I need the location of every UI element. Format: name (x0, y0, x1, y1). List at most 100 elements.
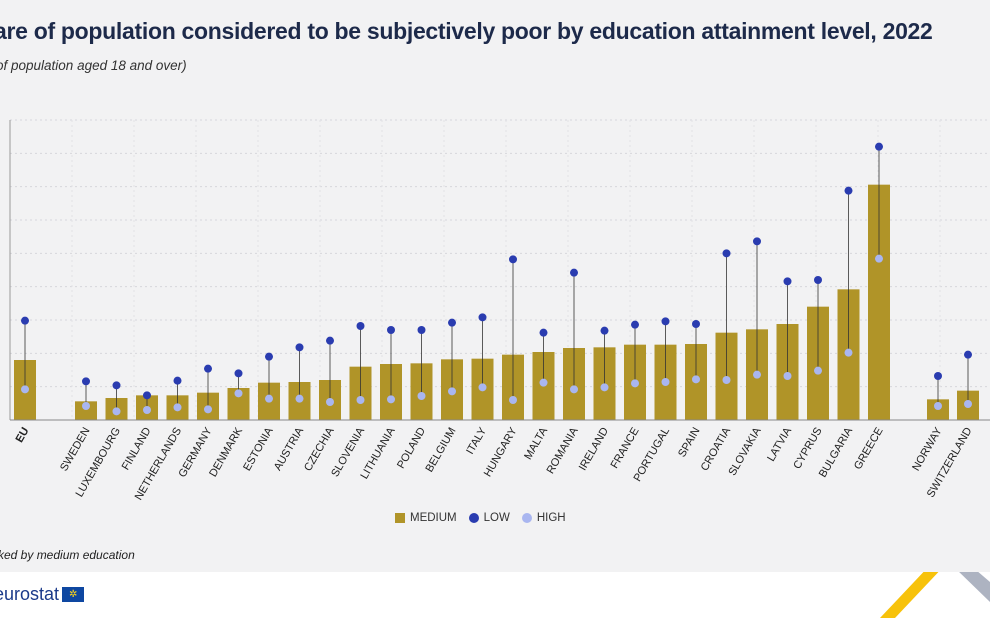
x-tick-label: EU (14, 425, 32, 444)
point-low (509, 255, 517, 264)
legend-swatch-high (521, 513, 532, 523)
point-high (814, 366, 822, 375)
point-high (356, 396, 365, 404)
point-high (143, 406, 151, 414)
point-high (570, 385, 578, 394)
point-low (875, 142, 883, 151)
point-low (387, 326, 395, 334)
x-tick-label: GREECE (852, 426, 886, 472)
x-tick-label: CZECHIA (302, 425, 337, 473)
point-high (539, 378, 548, 387)
eurostat-logo: eurostat ✲ (0, 584, 85, 605)
legend-label-medium: MEDIUM (410, 512, 457, 524)
point-high (661, 378, 670, 386)
x-tick-label: FRANCE (609, 426, 642, 471)
logo-text: eurostat (0, 584, 60, 604)
point-high (173, 403, 182, 412)
chart-title: are of population considered to be subje… (0, 18, 933, 44)
point-high (265, 394, 273, 403)
point-low (478, 313, 487, 322)
point-low (934, 372, 942, 380)
point-high (448, 387, 456, 396)
point-low (204, 364, 212, 373)
point-high (387, 395, 395, 404)
point-high (722, 376, 731, 384)
point-high (234, 389, 243, 398)
bar-medium (75, 401, 97, 420)
x-tick-label: BELGIUM (423, 426, 458, 475)
point-low (448, 318, 456, 327)
legend-swatch-medium (395, 513, 405, 523)
decorative-corner-graphic (880, 572, 990, 618)
x-tick-label: ITALY (464, 425, 489, 457)
point-low (326, 336, 334, 345)
bar-medium (227, 388, 250, 420)
point-high (295, 394, 304, 403)
point-low (844, 186, 853, 195)
point-high (964, 400, 972, 408)
point-high (326, 398, 334, 406)
bar-medium (868, 184, 890, 420)
point-low (112, 381, 121, 390)
point-low (661, 317, 670, 326)
x-tick-label: SWEDEN (58, 425, 93, 473)
x-tick-label: ROMANIA (545, 425, 581, 476)
x-tick-label: AUSTRIA (272, 425, 307, 473)
point-high (875, 254, 883, 263)
point-high (844, 348, 853, 357)
point-low (814, 276, 822, 284)
point-low (82, 377, 90, 386)
point-high (783, 372, 792, 380)
legend-label-high: HIGH (536, 512, 566, 524)
chart-plot: EU SWEDENLUXEMBOURGFINLANDNETHERLANDSGERM… (9, 119, 990, 502)
point-low (173, 376, 182, 385)
point-low (356, 322, 365, 330)
point-high (692, 375, 700, 384)
chart-subtitle: of population aged 18 and over) (0, 58, 187, 73)
x-tick-label: NORWAY (910, 425, 945, 473)
point-low (234, 369, 243, 378)
point-high (21, 385, 29, 394)
legend-swatch-low (468, 513, 479, 523)
point-low (295, 343, 304, 352)
x-tick-label: LATVIA (765, 425, 794, 464)
eu-flag-icon: ✲ (62, 587, 85, 602)
footer (0, 572, 990, 618)
chart-note: ked by medium education (0, 548, 135, 562)
point-high (753, 370, 761, 379)
x-tick-label: CROATIA (699, 425, 734, 473)
legend-item-medium: MEDIUM (395, 512, 457, 524)
point-low (600, 326, 609, 335)
legend-item-low: LOW (468, 512, 510, 524)
point-low (964, 350, 972, 359)
point-high (509, 396, 517, 404)
point-low (417, 326, 426, 334)
x-tick-label: CYPRUS (791, 426, 824, 472)
point-high (204, 405, 212, 414)
x-tick-label: FINLAND (120, 425, 154, 472)
point-high (82, 402, 90, 410)
chart-legend: MEDIUM LOW HIGH (395, 512, 578, 524)
legend-item-high: HIGH (521, 512, 566, 524)
x-tick-label: IRELAND (577, 425, 611, 472)
point-high (417, 392, 426, 400)
point-low (753, 237, 761, 246)
point-high (112, 407, 121, 416)
point-high (631, 379, 639, 388)
point-low (265, 352, 273, 361)
point-low (631, 320, 639, 329)
point-high (934, 402, 942, 410)
point-high (600, 383, 609, 392)
legend-label-low: LOW (483, 512, 510, 524)
point-low (143, 391, 151, 400)
point-low (783, 277, 792, 286)
x-tick-label: MALTA (522, 425, 550, 462)
point-high (478, 383, 487, 392)
point-low (692, 320, 700, 328)
x-tick-label: POLAND (395, 425, 428, 470)
x-tick-label: SPAIN (676, 425, 703, 459)
point-low (21, 316, 29, 325)
x-tick-label: ESTONIA (241, 425, 276, 473)
point-low (570, 268, 578, 277)
point-low (722, 249, 731, 258)
